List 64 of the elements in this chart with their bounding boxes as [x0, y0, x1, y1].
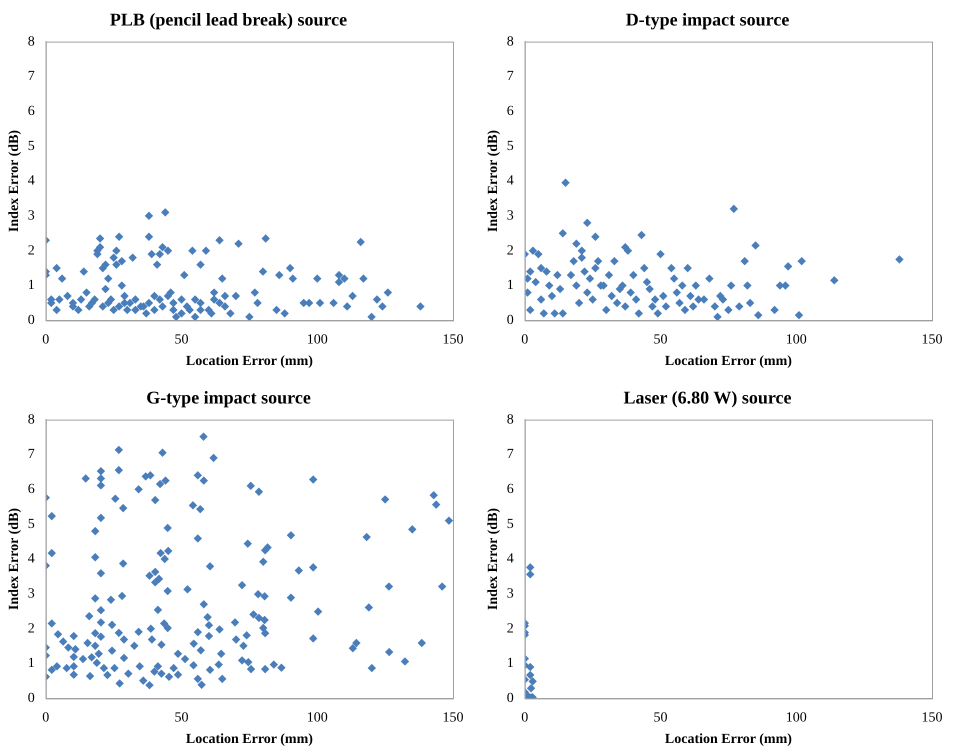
y-axis-title: Index Error (dB) [7, 508, 22, 610]
x-tick-label: 50 [174, 710, 189, 726]
y-tick-label: 0 [506, 691, 514, 706]
x-tick-label: 100 [306, 332, 328, 348]
y-tick-label: 2 [28, 621, 35, 636]
chart-title: Laser (6.80 W) source [624, 387, 792, 408]
y-tick-label: 1 [506, 278, 514, 294]
chart-title: G-type impact source [146, 387, 311, 408]
y-tick-label: 0 [506, 313, 514, 328]
y-axis-title: Index Error (dB) [486, 130, 502, 232]
y-axis-title: Index Error (dB) [486, 508, 502, 610]
x-tick-label: 0 [42, 332, 50, 348]
x-tick-label: 50 [654, 332, 668, 348]
x-tick-label: 100 [786, 710, 807, 726]
y-tick-label: 0 [28, 691, 35, 706]
x-tick-label: 0 [42, 710, 50, 726]
y-tick-label: 3 [506, 208, 514, 224]
y-tick-label: 8 [506, 34, 514, 50]
y-tick-label: 3 [28, 208, 35, 224]
y-tick-label: 6 [506, 104, 514, 119]
y-tick-label: 3 [28, 586, 35, 602]
y-tick-label: 4 [506, 552, 514, 567]
y-tick-label: 8 [28, 34, 35, 50]
y-tick-label: 7 [28, 69, 35, 84]
y-tick-label: 4 [506, 174, 514, 189]
y-tick-label: 7 [506, 447, 514, 462]
x-tick-label: 100 [306, 710, 328, 726]
x-tick-label: 100 [786, 332, 807, 348]
y-tick-label: 6 [506, 482, 514, 497]
chart-title: PLB (pencil lead break) source [110, 9, 348, 30]
y-tick-label: 1 [506, 656, 514, 672]
y-tick-label: 4 [28, 552, 35, 567]
x-axis-title: Location Error (mm) [664, 354, 792, 370]
x-tick-label: 50 [174, 332, 189, 348]
y-tick-label: 8 [506, 412, 514, 428]
x-tick-label: 150 [442, 332, 464, 348]
y-tick-label: 2 [506, 621, 514, 636]
y-tick-label: 5 [506, 138, 514, 154]
y-tick-label: 2 [506, 243, 514, 258]
y-axis-title: Index Error (dB) [7, 130, 22, 232]
x-tick-label: 150 [922, 710, 942, 726]
x-tick-label: 50 [654, 710, 668, 726]
x-tick-label: 150 [442, 710, 464, 726]
chart-title: D-type impact source [626, 9, 790, 30]
y-tick-label: 5 [28, 516, 35, 532]
y-tick-label: 5 [506, 516, 514, 532]
x-axis-title: Location Error (mm) [186, 732, 314, 748]
y-tick-label: 4 [28, 174, 35, 189]
y-tick-label: 5 [28, 138, 35, 154]
y-tick-label: 6 [28, 104, 35, 119]
x-axis-title: Location Error (mm) [664, 732, 792, 748]
y-tick-label: 0 [28, 313, 35, 328]
y-tick-label: 7 [506, 69, 514, 84]
y-tick-label: 2 [28, 243, 35, 258]
x-axis-title: Location Error (mm) [186, 354, 314, 370]
y-tick-label: 1 [28, 278, 35, 294]
x-tick-label: 0 [521, 332, 528, 348]
x-tick-label: 150 [922, 332, 942, 348]
y-tick-label: 1 [28, 656, 35, 672]
y-tick-label: 8 [28, 412, 35, 428]
y-tick-label: 6 [28, 482, 35, 497]
x-tick-label: 0 [521, 710, 528, 726]
y-tick-label: 7 [28, 447, 35, 462]
y-tick-label: 3 [506, 586, 514, 602]
